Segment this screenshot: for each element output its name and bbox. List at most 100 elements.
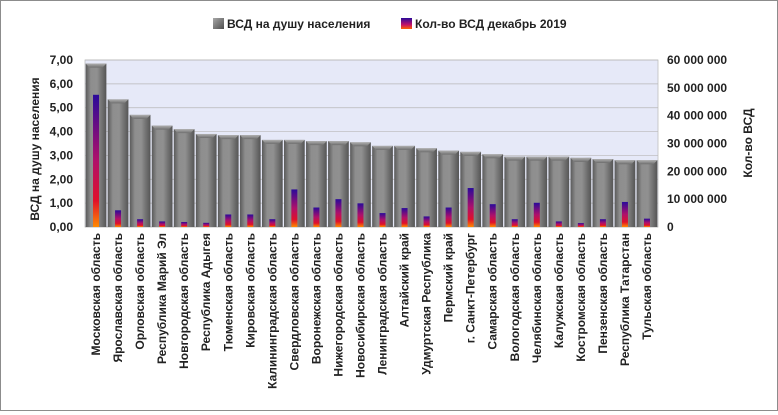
- category-label: Новгородская область: [177, 233, 191, 369]
- bar-per-capita-top: [284, 139, 305, 144]
- category-label: Калининградская область: [265, 233, 279, 389]
- category-label: Костромская область: [574, 233, 588, 362]
- bar-count-dec-2019: [445, 207, 452, 227]
- bar-count-dec-2019: [555, 221, 562, 227]
- bar-count-dec-2019: [181, 221, 188, 227]
- category-label: Свердловская область: [287, 233, 301, 370]
- category-label: Нижегородская область: [331, 233, 345, 377]
- legend-swatch-series-2: [401, 18, 412, 29]
- bar-per-capita-top: [129, 114, 151, 119]
- bar-per-capita: [416, 148, 437, 227]
- category-label: Кировская область: [243, 233, 257, 348]
- bar-per-capita: [151, 125, 173, 227]
- bar-per-capita: [217, 135, 239, 227]
- right-tick-label: 30 000 000: [667, 137, 727, 151]
- bar-count-dec-2019: [291, 189, 298, 227]
- left-tick-label: 4,00: [50, 125, 74, 139]
- bar-per-capita-top: [482, 154, 504, 159]
- bar-count-dec-2019: [533, 202, 540, 227]
- bar-count-dec-2019: [511, 219, 518, 227]
- bar-per-capita: [438, 150, 459, 227]
- category-label: Самарская область: [486, 233, 500, 350]
- bar-per-capita-top: [416, 148, 437, 153]
- right-axis-ticks: 0 10 000 000 20 000 000 30 000 000 40 000 00…: [667, 53, 727, 234]
- left-tick-label: 6,00: [50, 77, 74, 91]
- category-label: Пензенская область: [596, 233, 610, 354]
- category-label: Республика Марий Эл: [155, 233, 169, 364]
- bar-count-dec-2019: [467, 188, 474, 227]
- legend-swatch-series-1: [213, 18, 224, 29]
- bar-per-capita-top: [592, 159, 614, 164]
- bar-per-capita-top: [394, 145, 415, 150]
- bar-per-capita: [592, 159, 614, 227]
- bar-per-capita: [195, 133, 217, 227]
- bar-count-dec-2019: [247, 214, 254, 227]
- category-label: Московская область: [89, 233, 103, 355]
- left-tick-label: 5,00: [50, 101, 74, 115]
- bar-count-dec-2019: [269, 219, 276, 227]
- left-tick-label: 2,00: [50, 172, 74, 186]
- bar-per-capita: [526, 156, 548, 227]
- bar-count-dec-2019: [489, 204, 496, 227]
- bar-per-capita: [173, 129, 195, 227]
- bars-secondary-series: [93, 94, 650, 228]
- bar-count-dec-2019: [379, 213, 386, 227]
- category-label: Ленинградская область: [376, 233, 390, 375]
- bar-count-dec-2019: [423, 216, 430, 227]
- bar-per-capita-top: [239, 135, 261, 140]
- bar-per-capita-top: [195, 133, 217, 138]
- bar-per-capita-top: [350, 142, 371, 147]
- category-label: Тульская область: [640, 233, 654, 340]
- category-label: Вологодская область: [508, 233, 522, 361]
- bar-per-capita-top: [570, 157, 592, 162]
- bar-per-capita-top: [614, 160, 636, 165]
- bar-per-capita: [504, 156, 526, 227]
- bar-count-dec-2019: [225, 214, 232, 227]
- bar-count-dec-2019: [335, 199, 342, 227]
- bar-per-capita-top: [504, 156, 526, 161]
- category-label: Республика Адыгея: [199, 233, 213, 351]
- bar-per-capita: [482, 154, 504, 227]
- left-tick-label: 1,00: [50, 196, 74, 210]
- bar-per-capita-top: [151, 125, 173, 130]
- bar-count-dec-2019: [621, 201, 628, 227]
- bar-count-dec-2019: [137, 219, 144, 227]
- bar-per-capita-top: [460, 151, 482, 156]
- left-axis-title: ВСД на душу населения: [28, 77, 42, 220]
- bar-per-capita: [107, 99, 129, 227]
- bar-count-dec-2019: [577, 223, 584, 227]
- bar-count-dec-2019: [93, 94, 100, 228]
- category-label: Орловская область: [133, 233, 147, 350]
- bar-per-capita-top: [526, 156, 548, 161]
- bar-per-capita-top: [217, 135, 239, 140]
- bar-per-capita-top: [372, 145, 393, 150]
- bar-count-dec-2019: [643, 218, 650, 227]
- bar-per-capita: [614, 160, 636, 227]
- right-axis-title: Кол-во ВСД: [741, 108, 755, 178]
- right-tick-label: 50 000 000: [667, 81, 727, 95]
- legend-label-series-1: ВСД на душу населения: [227, 17, 370, 31]
- bar-per-capita: [548, 156, 570, 227]
- category-label: Воронежская область: [309, 233, 323, 364]
- bar-count-dec-2019: [313, 207, 320, 227]
- category-label: Алтайский край: [398, 233, 412, 327]
- legend: ВСД на душу населения Кол-во ВСД декабрь…: [213, 17, 567, 31]
- right-tick-label: 40 000 000: [667, 109, 727, 123]
- bar-per-capita-top: [85, 63, 107, 68]
- bar-per-capita-top: [306, 141, 327, 146]
- bar-per-capita-top: [173, 129, 195, 134]
- right-tick-label: 0: [667, 220, 674, 234]
- left-tick-label: 0,00: [50, 220, 74, 234]
- bar-per-capita: [328, 141, 349, 227]
- bar-count-dec-2019: [599, 219, 606, 227]
- bar-per-capita: [284, 139, 305, 227]
- right-tick-label: 10 000 000: [667, 192, 727, 206]
- bar-per-capita-top: [438, 150, 459, 155]
- bar-count-dec-2019: [159, 221, 166, 227]
- category-label: Челябинская область: [530, 233, 544, 363]
- bar-per-capita-top: [107, 99, 129, 104]
- bar-count-dec-2019: [115, 210, 122, 227]
- category-label: Новосибирская область: [353, 233, 367, 378]
